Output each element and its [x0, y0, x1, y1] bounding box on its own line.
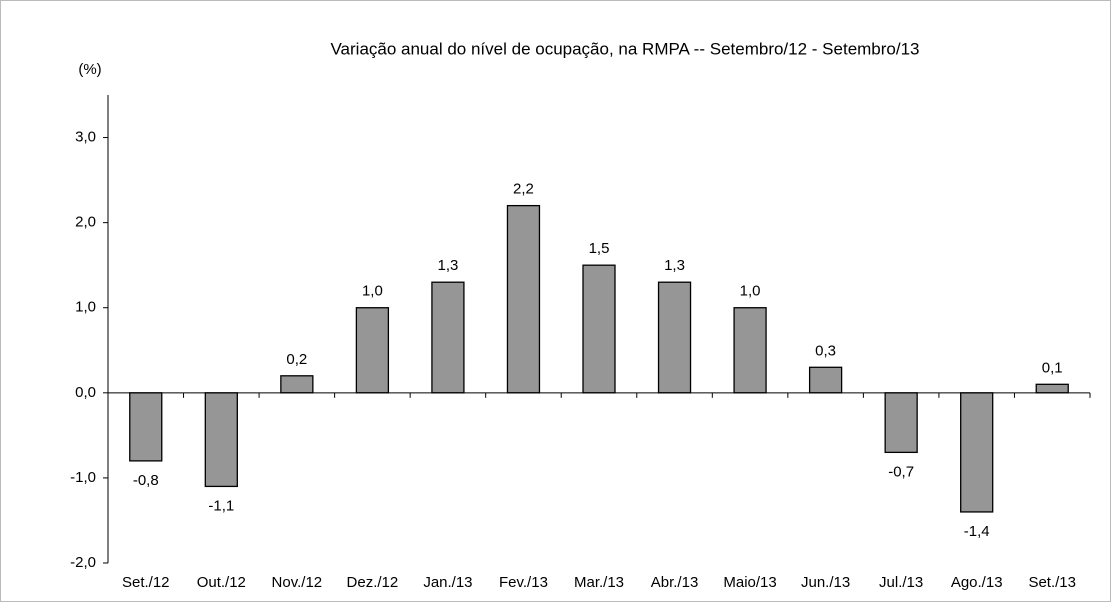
bar: [280, 375, 314, 394]
x-tick-label: Ago./13: [951, 574, 1003, 591]
x-tick-label: Maio/13: [723, 574, 776, 591]
value-label: 1,3: [664, 257, 685, 274]
x-tick-label: Mar./13: [574, 574, 624, 591]
x-tick-label: Set./13: [1028, 574, 1076, 591]
value-label: 1,3: [437, 257, 458, 274]
bar: [733, 307, 767, 394]
value-label: 1,5: [589, 240, 610, 257]
value-label: 2,2: [513, 181, 534, 198]
value-label: 0,3: [815, 342, 836, 359]
bar: [808, 366, 843, 394]
value-label: 1,0: [362, 283, 383, 300]
x-tick-label: Jun./13: [801, 574, 850, 591]
bar: [884, 392, 918, 454]
x-tick-label: Dez./12: [347, 574, 399, 591]
x-tick-label: Fev./13: [499, 574, 548, 591]
value-label: -1,4: [964, 523, 990, 540]
bar: [1035, 383, 1069, 394]
bar: [506, 204, 541, 394]
y-axis-label: (%): [78, 61, 101, 78]
value-label: 0,2: [286, 351, 307, 368]
bar: [431, 281, 465, 394]
value-label: -1,1: [208, 497, 234, 514]
x-tick-label: Out./12: [197, 574, 246, 591]
value-label: -0,8: [133, 472, 159, 489]
value-label: 1,0: [740, 283, 761, 300]
bar: [960, 392, 994, 513]
y-tick-label: 3,0: [75, 129, 96, 146]
x-tick-label: Abr./13: [651, 574, 699, 591]
bar: [355, 307, 390, 394]
bar: [129, 392, 163, 462]
y-tick-label: 2,0: [75, 214, 96, 231]
y-tick-label: -2,0: [70, 554, 96, 571]
value-label: -0,7: [888, 463, 914, 480]
y-tick-label: 1,0: [75, 299, 96, 316]
x-tick-label: Jan./13: [423, 574, 472, 591]
y-tick-label: -1,0: [70, 469, 96, 486]
bar: [204, 392, 238, 488]
x-tick-label: Jul./13: [879, 574, 923, 591]
x-tick-label: Nov./12: [272, 574, 323, 591]
chart-title: Variação anual do nível de ocupação, na …: [330, 39, 919, 58]
bar: [657, 281, 692, 394]
y-tick-label: 0,0: [75, 384, 96, 401]
x-tick-label: Set./12: [122, 574, 170, 591]
bar: [582, 264, 616, 394]
value-label: 0,1: [1042, 359, 1063, 376]
